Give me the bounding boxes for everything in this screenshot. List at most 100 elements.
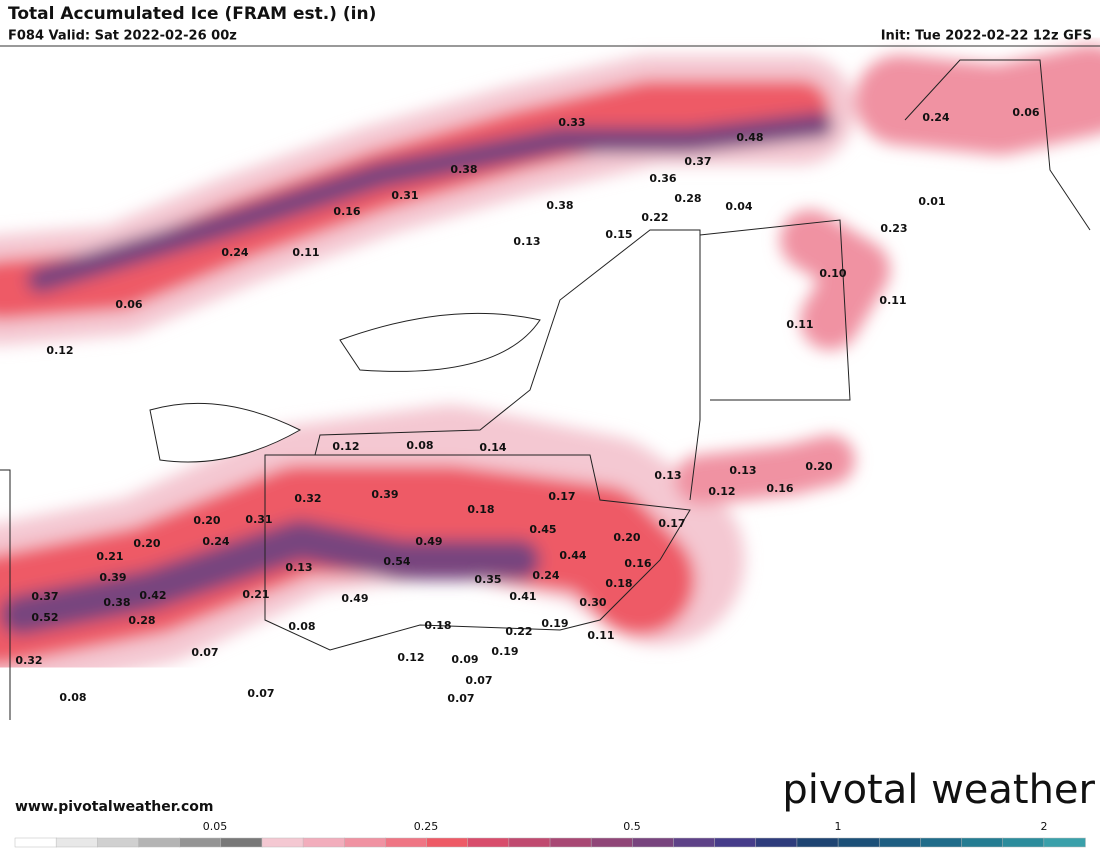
value-label: 0.13 [654,469,681,482]
value-label: 0.30 [579,596,606,609]
value-label: 0.04 [725,200,752,213]
value-label: 0.39 [99,571,126,584]
value-label: 0.24 [202,535,229,548]
colorbar-swatch [426,837,469,848]
colorbar-tick-label: 0.05 [203,820,228,833]
value-label: 0.16 [333,205,360,218]
colorbar-swatch [796,837,839,848]
value-label: 0.39 [371,488,398,501]
value-label: 0.18 [467,503,494,516]
value-label: 0.11 [587,629,614,642]
value-label: 0.38 [546,199,573,212]
value-label: 0.06 [115,298,142,311]
colorbar-swatch [590,837,634,848]
value-label: 0.41 [509,590,536,603]
value-label: 0.21 [96,550,123,563]
value-label: 0.08 [288,620,315,633]
value-label: 0.07 [191,646,218,659]
value-label: 0.17 [658,517,685,530]
value-label: 0.12 [397,651,424,664]
value-label: 0.11 [786,318,813,331]
colorbar-swatch [508,837,551,848]
value-label: 0.16 [766,482,793,495]
value-label: 0.20 [133,537,160,550]
value-label: 0.21 [242,588,269,601]
colorbar-tick-label: 2 [1041,820,1048,833]
value-label: 0.19 [491,645,518,658]
precip-field [0,45,1100,695]
website: www.pivotalweather.com [15,799,214,815]
value-label: 0.10 [819,267,846,280]
value-label: 0.17 [548,490,575,503]
value-label: 0.13 [513,235,540,248]
value-label: 0.24 [221,246,248,259]
value-label: 0.07 [247,687,274,700]
colorbar-swatch [385,837,428,848]
value-label: 0.24 [922,111,949,124]
value-label: 0.38 [450,163,477,176]
value-label: 0.28 [128,614,155,627]
value-label: 0.11 [879,294,906,307]
colorbar-swatch [343,837,387,848]
colorbar-swatch [220,837,263,848]
value-label: 0.13 [285,561,312,574]
colorbar-swatch [632,837,675,848]
value-label: 0.35 [474,573,501,586]
colorbar-swatch [549,837,592,848]
value-label: 0.01 [918,195,945,208]
value-label: 0.32 [15,654,42,667]
value-label: 0.07 [447,692,474,705]
value-label: 0.45 [529,523,556,536]
value-labels: 0.33 0.48 0.24 0.06 0.37 0.38 0.36 0.31 0.28 0.38… [15,106,1039,705]
value-label: 0.48 [736,131,763,144]
value-label: 0.54 [383,555,410,568]
title: Total Accumulated Ice (FRAM est.) (in) [8,4,376,24]
value-label: 0.18 [605,577,632,590]
value-label: 0.11 [292,246,319,259]
colorbar-swatch [467,837,510,848]
value-label: 0.24 [532,569,559,582]
colorbar-swatch [1002,837,1045,848]
logo: pivotal weather [782,767,1095,813]
value-label: 0.36 [649,172,676,185]
colorbar-swatch [920,837,963,848]
boundaries [0,59,1091,720]
value-label: 0.20 [193,514,220,527]
colorbar-swatch [1043,837,1086,848]
value-label: 0.44 [559,549,586,562]
value-label: 0.12 [708,485,735,498]
colorbar-tick-label: 0.25 [414,820,439,833]
value-label: 0.19 [541,617,568,630]
value-label: 0.07 [465,674,492,687]
value-label: 0.37 [31,590,58,603]
value-label: 0.38 [103,596,130,609]
valid-time: F084 Valid: Sat 2022-02-26 00z [8,29,237,44]
colorbar-swatch [97,837,140,848]
value-label: 0.28 [674,192,701,205]
colorbar-swatch [837,837,880,848]
value-label: 0.33 [558,116,585,129]
value-label: 0.31 [245,513,272,526]
value-label: 0.13 [729,464,756,477]
value-label: 0.18 [424,619,451,632]
value-label: 0.16 [624,557,651,570]
colorbar-swatch [14,837,57,848]
value-label: 0.52 [31,611,58,624]
value-label: 0.20 [613,531,640,544]
value-label: 0.49 [341,592,368,605]
value-label: 0.08 [406,439,433,452]
value-label: 0.12 [46,344,73,357]
value-label: 0.22 [641,211,668,224]
colorbar: 0.05 0.25 0.5 1 2 [14,820,1086,848]
colorbar-tick-label: 0.5 [623,820,641,833]
value-label: 0.15 [605,228,632,241]
colorbar-swatch [878,837,922,848]
value-label: 0.20 [805,460,832,473]
value-label: 0.14 [479,441,506,454]
colorbar-swatch [138,837,181,848]
colorbar-swatch [261,837,304,848]
colorbar-swatch [961,837,1004,848]
colorbar-swatch [755,837,798,848]
value-label: 0.31 [391,189,418,202]
value-label: 0.37 [684,155,711,168]
